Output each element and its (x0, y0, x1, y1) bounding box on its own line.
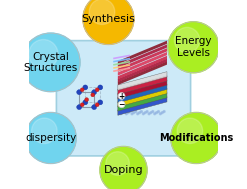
Circle shape (168, 22, 219, 73)
Circle shape (159, 113, 161, 115)
Polygon shape (118, 76, 167, 94)
Circle shape (120, 113, 122, 115)
Circle shape (100, 146, 147, 189)
Circle shape (177, 118, 203, 144)
Polygon shape (118, 52, 167, 76)
Text: +: + (119, 91, 125, 101)
Circle shape (80, 103, 84, 107)
Circle shape (32, 118, 57, 144)
Polygon shape (118, 72, 167, 90)
Circle shape (89, 0, 115, 25)
Circle shape (118, 93, 125, 99)
Circle shape (135, 111, 137, 112)
Polygon shape (118, 80, 167, 99)
Text: −: − (118, 100, 125, 109)
Circle shape (92, 90, 97, 95)
Polygon shape (118, 97, 167, 115)
Circle shape (152, 111, 154, 112)
Circle shape (91, 93, 95, 97)
Circle shape (156, 112, 158, 114)
Circle shape (146, 111, 148, 112)
Circle shape (95, 88, 99, 92)
Circle shape (143, 113, 144, 115)
Polygon shape (118, 59, 167, 82)
Circle shape (139, 112, 141, 114)
Circle shape (83, 0, 134, 44)
Circle shape (122, 112, 124, 114)
Circle shape (85, 98, 89, 101)
Circle shape (77, 105, 82, 110)
Circle shape (83, 85, 88, 90)
Circle shape (137, 113, 139, 115)
Circle shape (161, 112, 163, 114)
Polygon shape (118, 61, 167, 85)
Circle shape (83, 100, 88, 105)
Text: dispersity: dispersity (25, 133, 76, 143)
Circle shape (154, 113, 156, 115)
Circle shape (77, 90, 82, 95)
Circle shape (158, 111, 159, 112)
Circle shape (150, 112, 152, 114)
Polygon shape (118, 84, 167, 103)
Circle shape (29, 40, 58, 69)
Circle shape (106, 152, 129, 175)
Text: Energy
Levels: Energy Levels (175, 36, 212, 58)
Circle shape (129, 111, 131, 112)
Circle shape (148, 113, 150, 115)
Circle shape (171, 112, 222, 163)
Circle shape (163, 111, 165, 112)
Circle shape (144, 112, 146, 114)
Circle shape (127, 112, 129, 114)
Circle shape (98, 85, 103, 90)
Polygon shape (118, 41, 167, 64)
Circle shape (124, 111, 125, 112)
Polygon shape (118, 88, 167, 107)
Polygon shape (118, 56, 167, 79)
Circle shape (174, 27, 200, 53)
Text: Crystal
Structures: Crystal Structures (24, 52, 78, 73)
Circle shape (131, 113, 133, 115)
Circle shape (25, 112, 76, 163)
Circle shape (80, 88, 84, 92)
Text: Doping: Doping (104, 165, 143, 175)
Circle shape (98, 100, 103, 105)
Circle shape (133, 112, 135, 114)
FancyBboxPatch shape (56, 41, 191, 156)
Polygon shape (118, 48, 167, 72)
Circle shape (118, 101, 125, 108)
Circle shape (92, 105, 97, 110)
Circle shape (21, 33, 80, 92)
Circle shape (95, 103, 99, 107)
Text: Modifications: Modifications (159, 133, 233, 143)
Polygon shape (118, 44, 167, 68)
Circle shape (125, 113, 127, 115)
Circle shape (141, 111, 143, 112)
Polygon shape (118, 92, 167, 111)
Text: Synthesis: Synthesis (82, 14, 135, 24)
